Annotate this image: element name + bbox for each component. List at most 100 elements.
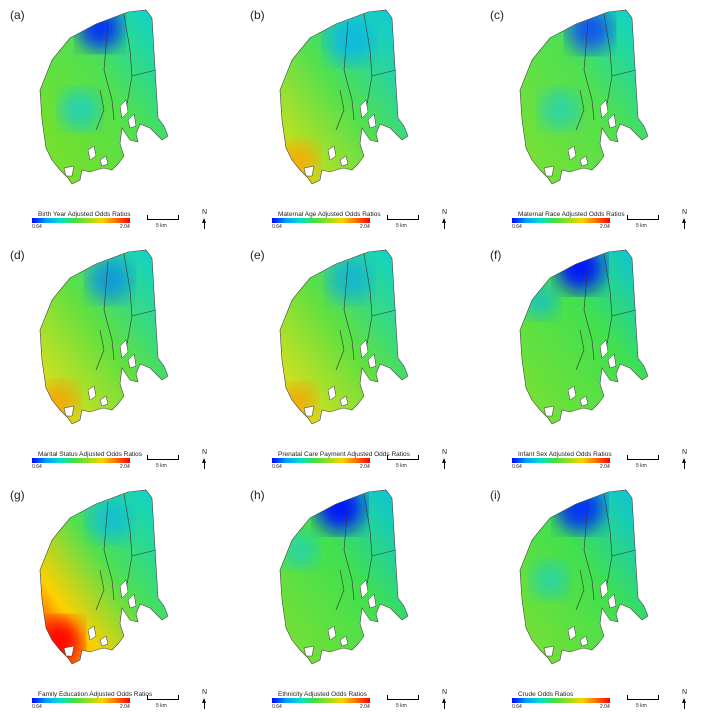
boundary-line bbox=[335, 569, 345, 611]
map-surface bbox=[520, 10, 648, 184]
legend-max-value: 2.04 bbox=[360, 704, 370, 710]
water-body bbox=[607, 113, 617, 129]
map-outline bbox=[39, 249, 169, 425]
panel-label: (d) bbox=[10, 248, 25, 262]
water-body bbox=[543, 165, 555, 177]
map-panel: (d) Marital Status Adjusted Odds Ratios 0.… bbox=[0, 240, 240, 480]
north-arrow-icon bbox=[442, 218, 446, 223]
boundary-line bbox=[575, 89, 585, 131]
boundary-line bbox=[371, 69, 397, 77]
scale-bar-label: 5 km bbox=[156, 463, 167, 469]
map-surface bbox=[280, 250, 408, 424]
legend-title: Maternal Age Adjusted Odds Ratios bbox=[278, 211, 381, 218]
surface-map bbox=[519, 249, 649, 425]
odds-ratio-hotspot bbox=[282, 532, 318, 568]
water-body bbox=[127, 113, 137, 129]
north-arrow-icon bbox=[202, 218, 206, 223]
map-panel: (a) Birth Year Adjusted Odds Ratios 0.64 2.… bbox=[0, 0, 240, 240]
water-body bbox=[359, 579, 369, 599]
north-arrow-icon bbox=[682, 458, 686, 463]
boundary-line bbox=[575, 569, 585, 611]
legend-max-value: 2.04 bbox=[360, 464, 370, 470]
boundary-line bbox=[123, 13, 133, 111]
map-outline bbox=[279, 9, 409, 185]
north-arrow-stem bbox=[204, 223, 205, 229]
legend-title: Infant Sex Adjusted Odds Ratios bbox=[518, 451, 612, 458]
north-label: N bbox=[442, 209, 448, 216]
north-arrow-stem bbox=[444, 463, 445, 469]
map-outline bbox=[279, 489, 409, 665]
water-body bbox=[599, 339, 609, 359]
panel-label: (a) bbox=[10, 8, 25, 22]
legend-title: Birth Year Adjusted Odds Ratios bbox=[38, 211, 131, 218]
water-body bbox=[339, 635, 349, 647]
boundary-line bbox=[343, 261, 355, 361]
north-arrow-icon bbox=[442, 698, 446, 703]
water-body bbox=[119, 339, 129, 359]
water-body bbox=[127, 353, 137, 369]
map-outline bbox=[519, 249, 649, 425]
boundary-line bbox=[371, 549, 397, 557]
water-body bbox=[359, 339, 369, 359]
water-body bbox=[63, 405, 75, 417]
water-body bbox=[127, 593, 137, 609]
legend-color-bar bbox=[272, 218, 370, 223]
legend-min-value: 0.64 bbox=[512, 224, 522, 230]
map-surface bbox=[40, 10, 168, 184]
boundary-line bbox=[363, 13, 373, 111]
legend-color-bar bbox=[32, 218, 130, 223]
water-body bbox=[87, 385, 97, 401]
scale-bar bbox=[387, 455, 419, 460]
map-surface bbox=[520, 490, 648, 664]
panel-label: (h) bbox=[250, 488, 265, 502]
legend-min-value: 0.64 bbox=[32, 224, 42, 230]
odds-ratio-hotspot bbox=[316, 490, 364, 532]
water-body bbox=[579, 635, 589, 647]
odds-ratio-hotspot bbox=[88, 498, 132, 542]
scale-bar bbox=[147, 455, 179, 460]
scale-bar-label: 5 km bbox=[156, 703, 167, 709]
water-body bbox=[599, 99, 609, 119]
panel-label: (b) bbox=[250, 8, 265, 22]
odds-ratio-hotspot bbox=[532, 562, 568, 598]
water-body bbox=[543, 645, 555, 657]
boundary-line bbox=[363, 493, 373, 591]
legend-max-value: 2.04 bbox=[120, 704, 130, 710]
boundary-line bbox=[371, 309, 397, 317]
water-body bbox=[567, 145, 577, 161]
boundary-line bbox=[603, 253, 613, 351]
north-arrow-icon bbox=[202, 458, 206, 463]
water-body bbox=[339, 155, 349, 167]
legend-min-value: 0.64 bbox=[272, 224, 282, 230]
water-body bbox=[303, 165, 315, 177]
map-panel: (g) Family Education Adjusted Odds Ratios… bbox=[0, 480, 240, 720]
legend-title: Prenatal Care Payment Adjusted Odds Rati… bbox=[278, 451, 410, 458]
odds-ratio-hotspot bbox=[326, 16, 374, 64]
north-arrow-icon bbox=[442, 458, 446, 463]
odds-ratio-hotspot bbox=[78, 10, 122, 50]
scale-bar-label: 5 km bbox=[636, 703, 647, 709]
boundary-line bbox=[335, 89, 345, 131]
odds-ratio-hotspot bbox=[40, 618, 82, 662]
boundary-line bbox=[583, 261, 595, 361]
boundary-line bbox=[131, 309, 157, 317]
north-arrow-stem bbox=[444, 223, 445, 229]
map-surface bbox=[280, 10, 408, 184]
water-body bbox=[567, 385, 577, 401]
legend-max-value: 2.04 bbox=[120, 224, 130, 230]
legend-title: Crude Odds Ratios bbox=[518, 691, 574, 698]
legend-max-value: 2.04 bbox=[600, 704, 610, 710]
scale-bar-label: 5 km bbox=[396, 463, 407, 469]
water-body bbox=[599, 579, 609, 599]
water-body bbox=[63, 165, 75, 177]
water-body bbox=[367, 353, 377, 369]
legend-min-value: 0.64 bbox=[32, 464, 42, 470]
water-body bbox=[99, 635, 109, 647]
north-arrow-stem bbox=[684, 223, 685, 229]
surface-map bbox=[519, 9, 649, 185]
north-arrow-icon bbox=[682, 698, 686, 703]
scale-bar bbox=[387, 695, 419, 700]
legend-color-bar bbox=[272, 458, 370, 463]
map-outline bbox=[39, 489, 169, 665]
surface-map bbox=[39, 489, 169, 665]
